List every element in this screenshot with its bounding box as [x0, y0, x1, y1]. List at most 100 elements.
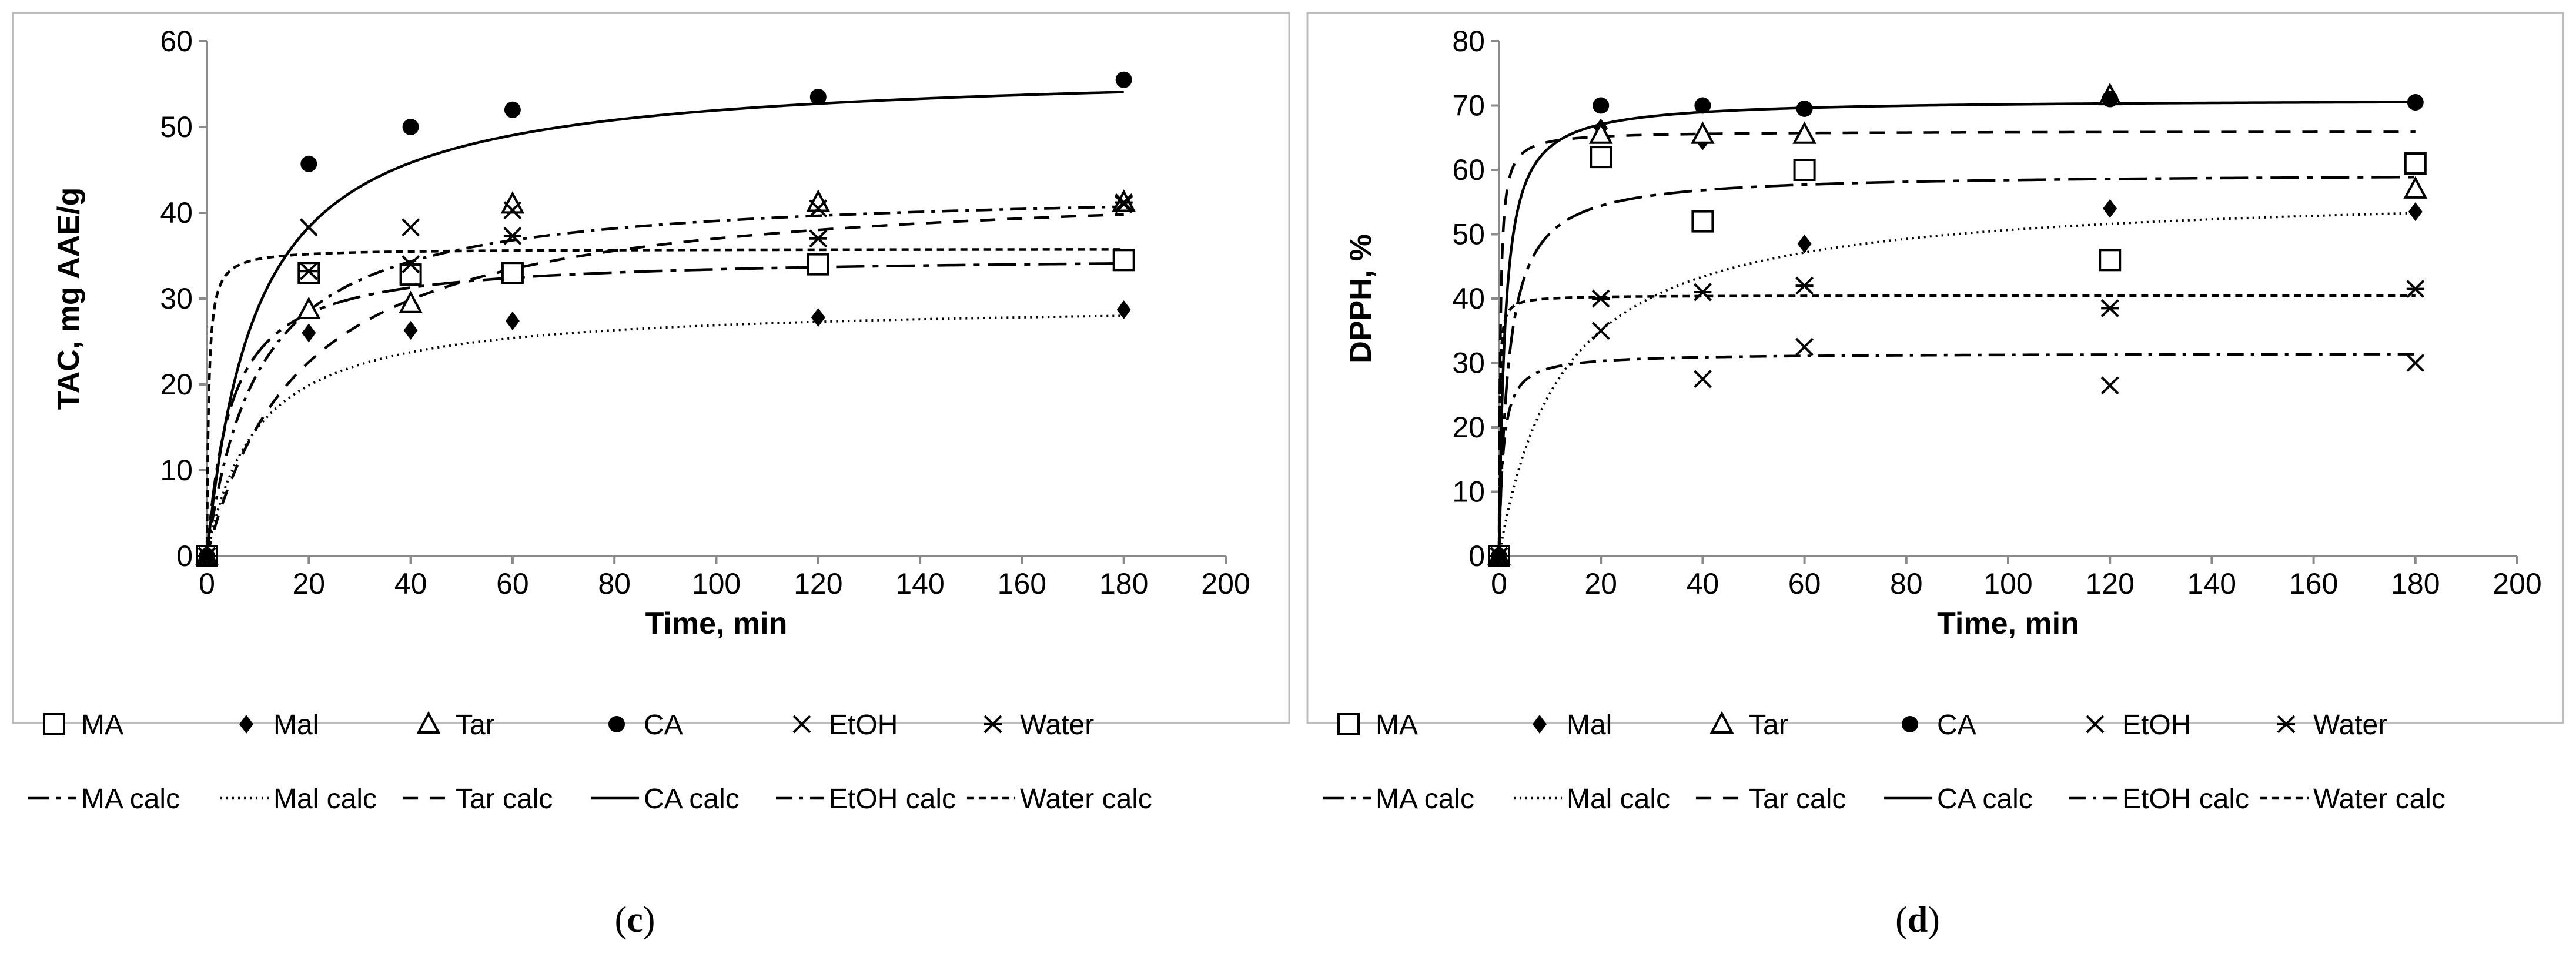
data-point-water	[2100, 299, 2119, 317]
chart-border	[1306, 12, 2564, 724]
legend-label: MA	[1376, 709, 1418, 741]
x-tick-label: 60	[1788, 567, 1821, 600]
data-point-ca	[2102, 91, 2119, 108]
data-point-water	[1115, 193, 1133, 212]
data-point-water	[1490, 547, 1508, 565]
x-tick-label: 140	[2187, 567, 2236, 600]
y-tick-label: 60	[160, 25, 193, 58]
y-tick-label: 80	[1452, 25, 1485, 58]
legend-label: Tar	[1749, 709, 1788, 741]
x-tick-label: 80	[1890, 567, 1923, 600]
legend-label: EtOH calc	[829, 784, 956, 815]
data-point-mal	[302, 323, 316, 343]
x-tick-label: 140	[895, 567, 944, 600]
y-tick-label: 50	[1452, 218, 1485, 251]
x-tick-label: 20	[292, 567, 325, 600]
legend-label: Tar calc	[1749, 784, 1846, 815]
legend-marker-ma	[43, 713, 65, 735]
legend-marker-mal	[1533, 715, 1547, 734]
data-point-ma	[501, 262, 524, 284]
fit-curve-water-calc	[1497, 294, 2416, 557]
legend-label: Mal	[273, 709, 319, 741]
x-tick-label: 0	[1491, 567, 1507, 600]
legend-label: CA calc	[644, 784, 740, 815]
data-point-etoh	[503, 201, 522, 220]
data-point-ca	[809, 88, 827, 105]
legend-marker-tar	[1709, 711, 1734, 734]
x-tick-label: 20	[1584, 567, 1617, 600]
chart-border	[12, 12, 1290, 724]
data-point-mal	[811, 308, 825, 327]
data-point-ca	[1694, 97, 1711, 114]
fit-curve-mal-calc	[206, 314, 1124, 557]
data-point-tar	[296, 296, 321, 319]
data-point-tar	[1691, 121, 1715, 144]
legend-marker-mal	[239, 715, 253, 734]
data-point-etoh	[1115, 195, 1133, 213]
data-point-water	[809, 229, 828, 248]
data-point-tar	[500, 191, 525, 214]
y-tick-label: 40	[160, 196, 193, 229]
data-point-ma	[1590, 146, 1612, 169]
fit-curve-ma-calc	[205, 262, 1124, 557]
data-point-ca	[1593, 97, 1610, 114]
y-tick-label: 20	[160, 368, 193, 401]
y-tick-label: 10	[160, 454, 193, 487]
y-axis-title: DPPH, %	[1344, 234, 1378, 363]
data-point-etoh	[402, 218, 420, 237]
data-point-etoh	[299, 218, 318, 237]
legend-marker-water	[2277, 715, 2296, 734]
legend-label: CA calc	[1937, 784, 2033, 815]
x-tick-label: 160	[998, 567, 1046, 600]
legend-label: EtOH	[2122, 709, 2191, 741]
x-tick-label: 60	[496, 567, 529, 600]
fit-curve-water-calc	[205, 248, 1124, 557]
panel-label: (c)	[615, 900, 655, 940]
fit-curve-etoh-calc	[205, 205, 1124, 557]
legend-label: EtOH calc	[2122, 784, 2249, 815]
fit-curve-etoh-calc	[1497, 353, 2416, 557]
fit-curve-ca-calc	[1497, 101, 2416, 557]
legend-label: Mal	[1567, 709, 1612, 741]
data-point-water	[1591, 289, 1610, 308]
y-axis-title: TAC, mg AAE/g	[52, 188, 86, 410]
y-tick-label: 60	[1452, 153, 1485, 186]
y-tick-label: 50	[160, 111, 193, 143]
data-point-etoh	[809, 199, 828, 218]
y-tick-label: 70	[1452, 89, 1485, 122]
data-point-ca	[504, 101, 521, 118]
data-point-mal	[1116, 300, 1131, 319]
data-point-tar	[806, 189, 831, 212]
data-point-ma	[1691, 210, 1714, 233]
legend-label: Water	[1020, 709, 1094, 741]
data-point-ma	[2099, 249, 2122, 272]
legend-label: MA calc	[1376, 784, 1474, 815]
fit-curve-tar-calc	[205, 213, 1124, 557]
data-point-tar	[1588, 121, 1613, 144]
data-point-ma	[1793, 159, 1816, 181]
fit-curve-tar-calc	[1497, 130, 2416, 557]
y-tick-label: 0	[1468, 540, 1485, 573]
fit-curve-mal-calc	[1498, 212, 2416, 557]
data-point-etoh	[2406, 354, 2425, 372]
fit-curve-ca-calc	[205, 91, 1124, 557]
data-point-etoh	[1591, 322, 1610, 340]
x-tick-label: 80	[598, 567, 631, 600]
x-axis-title: Time, min	[1937, 607, 2079, 641]
data-point-mal	[505, 311, 520, 330]
data-point-water	[503, 227, 522, 245]
y-tick-label: 40	[1452, 282, 1485, 315]
x-tick-label: 200	[2493, 567, 2541, 600]
legend-label: EtOH	[829, 709, 898, 741]
x-tick-label: 100	[1983, 567, 2032, 600]
y-tick-label: 30	[160, 282, 193, 315]
data-point-ma	[807, 253, 829, 276]
x-axis-title: Time, min	[645, 607, 788, 641]
y-tick-label: 0	[176, 540, 193, 573]
legend-marker-water	[983, 715, 1002, 734]
data-point-etoh	[1693, 370, 1712, 389]
data-point-etoh	[1795, 337, 1814, 356]
legend-marker-ma	[1337, 713, 1360, 735]
x-tick-label: 40	[1687, 567, 1719, 600]
